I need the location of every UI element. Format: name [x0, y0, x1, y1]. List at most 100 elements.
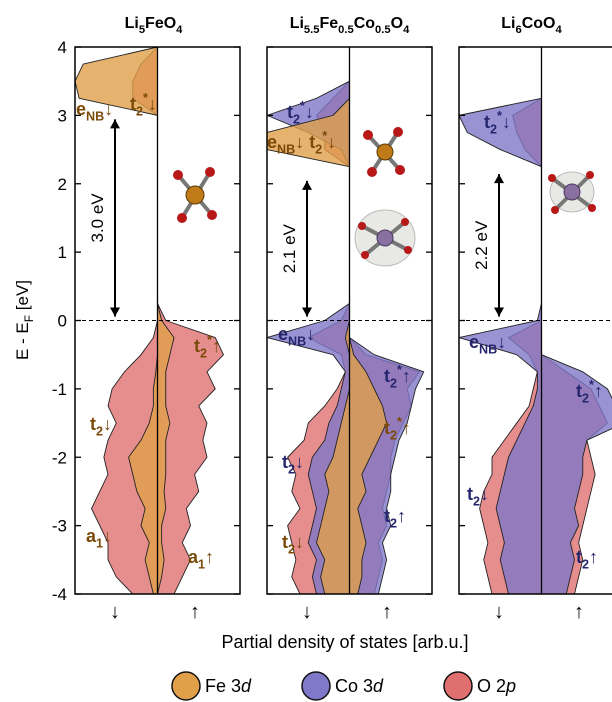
legend-label: O 2p [477, 676, 516, 696]
gap-arrowhead [110, 308, 120, 317]
annotation-part: ↑ [589, 547, 598, 567]
panel-title-part: 4 [176, 24, 183, 36]
legend-label-part: p [505, 676, 516, 696]
legend-label-part: d [373, 676, 384, 696]
annotation-part: ↓ [295, 532, 304, 552]
panel-title-part: CoO [522, 15, 556, 32]
annotation-part: 2 [473, 494, 480, 508]
annotation-part: ↑ [402, 418, 411, 438]
annotation-part: NB [288, 334, 306, 348]
annotation-part: NB [479, 342, 497, 356]
panel: 2.2 eV [459, 47, 612, 594]
annotation: eNB↓ [76, 99, 113, 123]
spin-label: ↑ [574, 601, 584, 623]
annotation-part: ↓ [306, 324, 315, 344]
annotation-part: e [267, 132, 277, 152]
page: 3.0 eV-4-3-2-101234Li5FeO4eNB↓t2*↓t2*↑t2… [0, 0, 612, 702]
annotation-part: 2 [200, 346, 207, 360]
annotation-part: ↑ [205, 547, 214, 567]
annotation: t2↓ [90, 414, 112, 438]
panel-title-part: 0.5 [338, 24, 354, 36]
annotation-part: e [469, 332, 479, 352]
spin-label: ↑ [382, 601, 392, 623]
annotation-part: ↓ [148, 94, 157, 114]
legend-label-part: Fe 3 [205, 676, 241, 696]
annotation-part: ↓ [103, 526, 112, 546]
annotation-part: ↓ [104, 99, 113, 119]
gap-arrowhead [110, 119, 120, 128]
y-tick-label: 2 [58, 175, 67, 194]
y-tick-label: -2 [52, 448, 67, 467]
annotation-part: 2 [490, 122, 497, 136]
gap-label: 2.2 eV [472, 220, 491, 270]
legend-label-part: d [241, 676, 252, 696]
gap-label: 2.1 eV [280, 223, 299, 273]
gap-arrowhead [494, 174, 504, 183]
annotation-part: 1 [198, 557, 205, 571]
legend-swatch [302, 672, 330, 700]
annotation-part: ↓ [497, 332, 506, 352]
y-tick-label: 4 [58, 38, 67, 57]
annotation-part: ↓ [295, 452, 304, 472]
panel-title: Li5.5Fe0.5Co0.5O4 [290, 15, 410, 36]
annotation-part: ↓ [103, 414, 112, 434]
annotation-part: 1 [96, 536, 103, 550]
legend-label: Co 3d [335, 676, 384, 696]
panel-title: Li6CoO4 [501, 15, 562, 36]
y-tick-label: 0 [58, 312, 67, 331]
gap-label: 3.0 eV [88, 193, 107, 243]
gap-arrowhead [494, 308, 504, 317]
legend-label: Fe 3d [205, 676, 252, 696]
panel: 2.1 eV [267, 47, 432, 594]
annotation-part: 2 [293, 112, 300, 126]
panel-title-part: O [391, 15, 403, 32]
annotation-part: ↑ [397, 506, 406, 526]
panel-title-part: Li [125, 15, 139, 32]
annotation-part: e [278, 324, 288, 344]
annotation-part: ↓ [305, 102, 314, 122]
annotation-part: ↑ [212, 336, 221, 356]
y-tick-label: -3 [52, 517, 67, 536]
x-axis-label: Partial density of states [arb.u.] [221, 632, 468, 652]
annotation-part: 2 [390, 516, 397, 530]
legend-label-part: Co 3 [335, 676, 373, 696]
annotation-part: 2 [582, 557, 589, 571]
spin-label: ↓ [110, 601, 120, 623]
annotation-part: 2 [582, 391, 589, 405]
panel-title-part: Li [501, 15, 515, 32]
panel-title-part: 0.5 [375, 24, 391, 36]
legend-swatch [444, 672, 472, 700]
panel-title: Li5FeO4 [125, 15, 184, 36]
panel: 3.0 eV [75, 47, 240, 594]
y-tick-label: -1 [52, 380, 67, 399]
annotation-part: 2 [288, 542, 295, 556]
panel-title-part: Fe [319, 15, 338, 32]
annotation-part: ↑ [594, 381, 603, 401]
panel-title-part: 4 [556, 24, 563, 36]
panel-title-part: Li [290, 15, 304, 32]
spin-label: ↓ [494, 601, 504, 623]
annotation-part: e [76, 99, 86, 119]
molecule-icon [355, 210, 415, 266]
chart: 3.0 eV-4-3-2-101234Li5FeO4eNB↓t2*↓t2*↑t2… [0, 0, 612, 702]
annotation-part: ↓ [480, 484, 489, 504]
annotation-part: NB [277, 142, 295, 156]
annotation-part: 2 [315, 142, 322, 156]
gap-arrowhead [302, 308, 312, 317]
molecule-icon [548, 171, 596, 214]
spin-label: ↓ [302, 601, 312, 623]
annotation-part: NB [86, 109, 104, 123]
legend-label-part: O 2 [477, 676, 506, 696]
panel-title-part: Co [354, 15, 376, 32]
annotation-part: ↓ [502, 112, 511, 132]
annotation-part: 2 [288, 462, 295, 476]
y-axis-label: E - EF [eV] [13, 280, 36, 360]
y-axis-label-part: F [22, 315, 36, 322]
annotation-part: 2 [96, 424, 103, 438]
annotation-part: 2 [390, 428, 397, 442]
annotation-part: ↓ [327, 132, 336, 152]
panel-title-part: FeO [145, 15, 176, 32]
panel-title-part: 4 [403, 24, 410, 36]
y-tick-label: 1 [58, 243, 67, 262]
y-axis-label-part: [eV] [13, 280, 32, 315]
